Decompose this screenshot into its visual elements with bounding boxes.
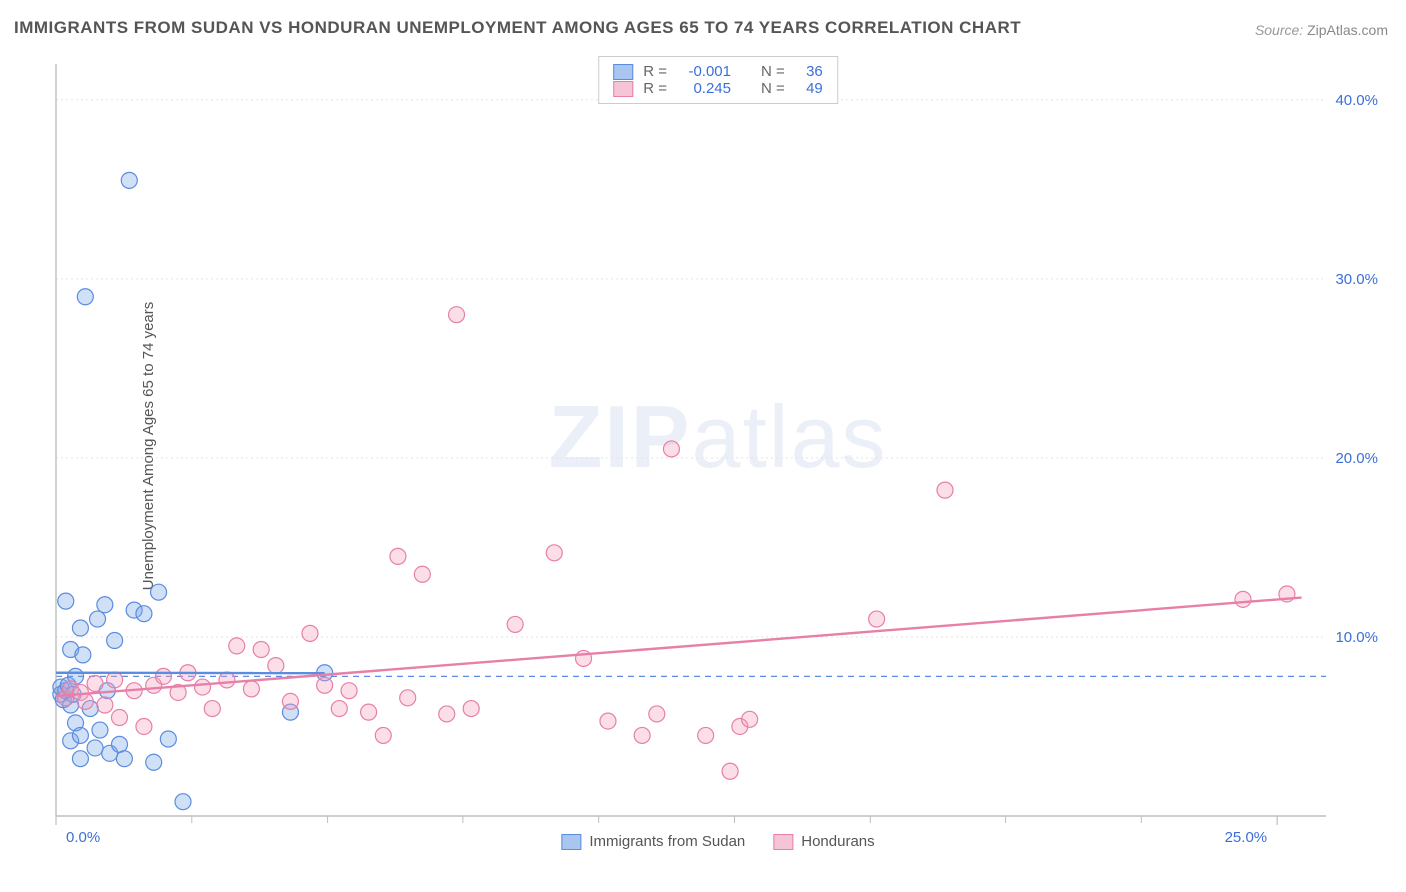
legend-row: R = 0.245 N = 49 <box>613 80 823 97</box>
n-value: 36 <box>795 63 823 80</box>
r-value: -0.001 <box>677 63 731 80</box>
r-value: 0.245 <box>677 80 731 97</box>
n-label: N = <box>761 63 785 80</box>
n-label: N = <box>761 80 785 97</box>
chart-title: IMMIGRANTS FROM SUDAN VS HONDURAN UNEMPL… <box>14 18 1021 38</box>
n-value: 49 <box>795 80 823 97</box>
r-label: R = <box>643 63 667 80</box>
correlation-legend: R = -0.001 N = 36 R = 0.245 N = 49 <box>598 56 838 104</box>
source-attribution: Source: ZipAtlas.com <box>1255 22 1388 38</box>
svg-text:30.0%: 30.0% <box>1335 271 1378 288</box>
svg-text:0.0%: 0.0% <box>66 829 100 846</box>
legend-label-sudan: Immigrants from Sudan <box>589 833 745 850</box>
legend-label-hondurans: Hondurans <box>801 833 874 850</box>
scatter-plot: 0.0% 25.0% 10.0% 20.0% 30.0% 40.0% <box>48 50 1388 856</box>
legend-swatch <box>613 64 633 80</box>
legend-row: R = -0.001 N = 36 <box>613 63 823 80</box>
svg-text:25.0%: 25.0% <box>1225 829 1268 846</box>
legend-swatch-sudan <box>561 834 581 850</box>
svg-text:40.0%: 40.0% <box>1335 92 1378 109</box>
source-label: Source: <box>1255 22 1303 38</box>
legend-item-hondurans: Hondurans <box>773 833 874 850</box>
legend-swatch-hondurans <box>773 834 793 850</box>
legend-swatch <box>613 81 633 97</box>
legend-item-sudan: Immigrants from Sudan <box>561 833 745 850</box>
series-legend: Immigrants from Sudan Hondurans <box>561 833 874 850</box>
source-value: ZipAtlas.com <box>1307 22 1388 38</box>
chart-area: ZIPatlas 0.0%25.0%10.0%20.0%30.0%40.0% R… <box>48 50 1388 856</box>
r-label: R = <box>643 80 667 97</box>
svg-text:10.0%: 10.0% <box>1335 629 1378 646</box>
svg-text:20.0%: 20.0% <box>1335 450 1378 467</box>
